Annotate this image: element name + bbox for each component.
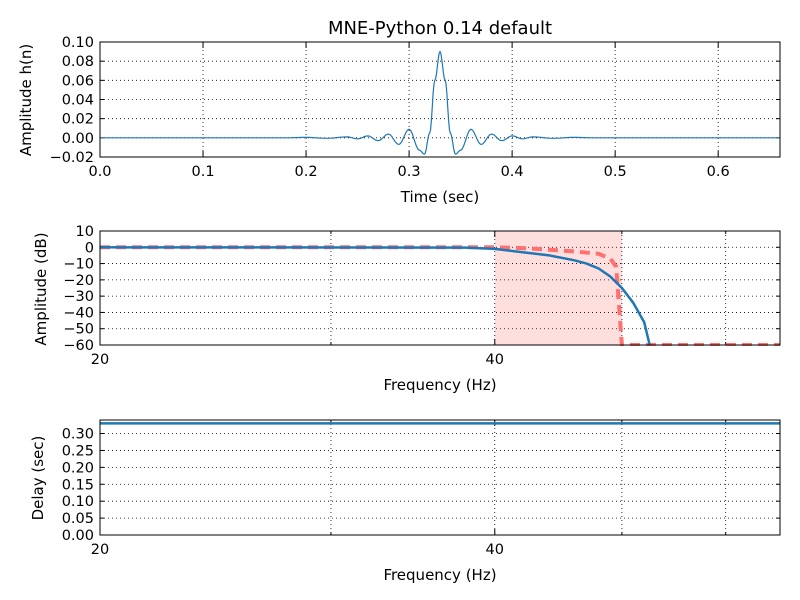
transition-band [494, 231, 622, 345]
x-tick-label: 0.6 [707, 164, 730, 180]
y-tick-label: 0.05 [62, 511, 94, 527]
x-axis-label-impulse: Time (sec) [400, 188, 479, 206]
x-tick-label: 0.2 [295, 164, 318, 180]
y-tick-label: 0.06 [62, 73, 94, 89]
y-tick-label: 0.04 [62, 93, 94, 109]
y-tick-label: −40 [63, 305, 94, 321]
y-tick-label: 0.20 [62, 460, 94, 476]
chart-title: MNE-Python 0.14 default [328, 18, 552, 39]
x-tick-label: 20 [91, 542, 109, 558]
y-axis-label-magnitude: Amplitude (dB) [32, 232, 50, 345]
x-tick-label: 40 [486, 542, 504, 558]
y-tick-label: 0.00 [62, 528, 94, 544]
y-tick-label: 0.10 [62, 494, 94, 510]
y-tick-label: 0.25 [62, 443, 94, 459]
y-tick-label: 0.02 [62, 112, 94, 128]
y-tick-label: 0.08 [62, 54, 94, 70]
x-axis-label-delay: Frequency (Hz) [383, 566, 496, 584]
y-tick-label: −30 [63, 289, 94, 305]
y-tick-label: −60 [63, 338, 94, 354]
x-tick-label: 0.5 [604, 164, 627, 180]
x-tick-label: 20 [91, 352, 109, 368]
x-tick-label: 0.3 [398, 164, 421, 180]
magnitude-series-line [100, 246, 651, 346]
y-tick-label: −20 [63, 273, 94, 289]
y-tick-label: 0 [85, 240, 94, 256]
y-axis-label-impulse: Amplitude h(n) [17, 44, 35, 156]
impulse-series-line [100, 50, 780, 155]
x-tick-label: 0.0 [88, 164, 111, 180]
axes-frame [99, 419, 781, 536]
x-tick-label: 40 [486, 352, 504, 368]
axes-delay: 0.000.050.100.150.200.250.30 20 40 [62, 419, 781, 558]
y-tick-label: −0.02 [50, 150, 94, 166]
axes-frame [99, 230, 781, 346]
y-tick-label: 0.00 [62, 131, 94, 147]
axes-frame [99, 41, 781, 158]
y-tick-label: 0.30 [62, 427, 94, 443]
y-tick-label: −10 [63, 257, 94, 273]
y-tick-label: −50 [63, 322, 94, 338]
axes-impulse: −0.02 0.00 0.02 0.04 0.06 0.08 0.10 0.0 0.1 0.2 0.… [50, 35, 781, 180]
y-axis-label-delay: Delay (sec) [29, 436, 47, 521]
y-tick-label: 0.15 [62, 477, 94, 493]
y-tick-label: 10 [76, 224, 94, 240]
x-tick-label: 0.4 [501, 164, 524, 180]
x-axis-label-magnitude: Frequency (Hz) [383, 376, 496, 394]
x-tick-label: 0.1 [191, 164, 214, 180]
y-tick-label: 0.10 [62, 35, 94, 51]
